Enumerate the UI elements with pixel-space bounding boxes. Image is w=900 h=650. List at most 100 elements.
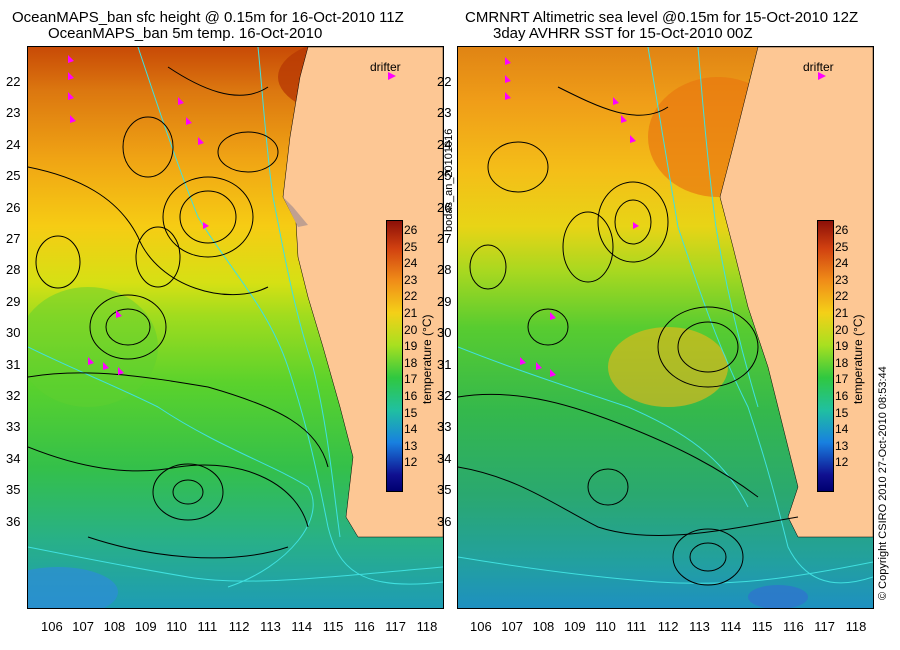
colorbar-tick-25: 25 <box>404 239 418 254</box>
lat-tick-left-34: 34 <box>6 450 21 466</box>
colorbar-tick-22: 22 <box>835 289 849 304</box>
colorbar-tick-14: 14 <box>404 422 418 437</box>
lon-tick-left-117: 117 <box>385 619 407 634</box>
lat-tick-left-31: 31 <box>6 356 21 372</box>
lat-tick-left-23: 23 <box>6 105 21 121</box>
lat-tick-right-25: 25 <box>437 168 452 184</box>
colorbar-tick-16: 16 <box>835 389 849 403</box>
lat-tick-left-32: 32 <box>6 388 21 403</box>
lat-tick-left-29: 29 <box>6 293 21 309</box>
lat-tick-left-22: 22 <box>6 74 21 89</box>
lat-tick-right-35: 35 <box>437 482 452 498</box>
colorbar-tick-21: 21 <box>835 306 849 320</box>
lon-tick-left-108: 108 <box>103 619 126 634</box>
colorbar-tick-22: 22 <box>404 289 418 304</box>
colorbar-tick-13: 13 <box>835 438 849 453</box>
left-title-line1: OceanMAPS_ban sfc height @ 0.15m for 16-… <box>12 9 404 26</box>
colorbar-tick-12: 12 <box>835 455 849 470</box>
lat-tick-left-33: 33 <box>6 419 21 435</box>
lon-tick-right-109: 109 <box>563 619 586 634</box>
lat-tick-left-28: 28 <box>6 262 21 278</box>
drifter-markers <box>505 57 639 377</box>
colorbar-tick-16: 16 <box>404 389 418 403</box>
colorbar-tick-20: 20 <box>404 322 418 337</box>
right-colorbar <box>817 220 834 492</box>
lon-tick-left-118: 118 <box>416 619 438 634</box>
lat-tick-right-36: 36 <box>437 513 452 529</box>
lon-tick-left-107: 107 <box>72 619 94 634</box>
lat-tick-left-25: 25 <box>6 168 21 184</box>
lat-tick-right-27: 27 <box>437 231 452 246</box>
colorbar-tick-24: 24 <box>404 256 418 271</box>
left-drifter-label: drifter <box>370 60 401 74</box>
lon-tick-right-118: 118 <box>845 619 867 634</box>
lon-tick-right-106: 106 <box>470 619 492 634</box>
sea-level-contours <box>28 66 329 559</box>
right-map-panel[interactable] <box>457 46 874 609</box>
colorbar-tick-23: 23 <box>835 272 849 287</box>
cold-patch <box>748 585 808 608</box>
lon-tick-right-113: 113 <box>689 619 710 634</box>
colorbar-tick-25: 25 <box>835 239 849 254</box>
land-mass <box>719 47 873 538</box>
left-colorbar-label: temperature (°C) <box>420 314 434 405</box>
lat-tick-left-36: 36 <box>6 513 21 529</box>
copyright-stamp: © Copyright CSIRO 2010 27-Oct-2010 08:53… <box>877 366 889 600</box>
left-title-line2: OceanMAPS_ban 5m temp. 16-Oct-2010 <box>48 25 323 42</box>
lon-tick-right-114: 114 <box>720 619 742 634</box>
drifter-legend-marker <box>818 72 826 80</box>
lat-tick-right-34: 34 <box>437 450 452 466</box>
right-map-svg <box>458 47 873 608</box>
bathymetry-lines <box>458 47 873 584</box>
colorbar-tick-19: 19 <box>835 339 849 354</box>
lon-tick-left-113: 113 <box>260 619 281 634</box>
colorbar-tick-15: 15 <box>404 405 418 420</box>
lat-tick-right-33: 33 <box>437 419 452 435</box>
colorbar-tick-14: 14 <box>835 422 849 437</box>
colorbar-tick-17: 17 <box>404 372 418 387</box>
left-map-panel[interactable] <box>27 46 444 609</box>
right-title-line2: 3day AVHRR SST for 15-Oct-2010 00Z <box>493 25 753 42</box>
lon-tick-right-117: 117 <box>814 619 836 634</box>
colorbar-tick-24: 24 <box>835 256 849 271</box>
lon-tick-right-115: 115 <box>751 619 773 634</box>
colorbar-tick-17: 17 <box>835 372 849 387</box>
lat-tick-left-27: 27 <box>6 231 21 246</box>
lon-tick-right-108: 108 <box>532 619 555 634</box>
lat-tick-right-30: 30 <box>437 325 452 341</box>
cold-patch <box>28 567 118 608</box>
lon-tick-right-112: 112 <box>657 619 679 634</box>
land-shadow <box>283 197 308 227</box>
lat-tick-right-28: 28 <box>437 262 452 278</box>
left-colorbar <box>386 220 403 492</box>
lat-tick-right-22: 22 <box>437 74 452 89</box>
sea-level-contours <box>458 86 799 586</box>
colorbar-tick-13: 13 <box>404 438 418 453</box>
lon-tick-left-106: 106 <box>41 619 63 634</box>
colorbar-tick-19: 19 <box>404 339 418 354</box>
lat-tick-left-24: 24 <box>6 136 21 152</box>
lon-tick-right-110: 110 <box>595 619 616 634</box>
lat-tick-right-24: 24 <box>437 136 452 152</box>
cool-patch <box>28 287 158 407</box>
lat-tick-right-26: 26 <box>437 199 452 215</box>
right-colorbar-label: temperature (°C) <box>851 314 865 405</box>
land-mass <box>282 47 443 538</box>
right-title-line1: CMRNRT Altimetric sea level @0.15m for 1… <box>465 9 859 26</box>
colorbar-tick-20: 20 <box>835 322 849 337</box>
lon-tick-right-107: 107 <box>501 619 523 634</box>
colorbar-tick-12: 12 <box>404 455 418 470</box>
drifter-legend-marker <box>388 72 396 80</box>
lon-tick-left-111: 111 <box>197 619 218 634</box>
lat-tick-left-26: 26 <box>6 199 21 215</box>
colorbar-tick-26: 26 <box>835 223 849 237</box>
lat-tick-right-23: 23 <box>437 105 452 121</box>
lon-tick-right-111: 111 <box>626 619 647 634</box>
lon-tick-right-116: 116 <box>783 619 804 634</box>
colorbar-tick-23: 23 <box>404 272 418 287</box>
lon-tick-left-114: 114 <box>291 619 313 634</box>
lat-tick-right-32: 32 <box>437 388 452 403</box>
warm-tongue <box>608 327 728 407</box>
lon-tick-left-109: 109 <box>134 619 157 634</box>
drifter-markers <box>68 55 209 375</box>
